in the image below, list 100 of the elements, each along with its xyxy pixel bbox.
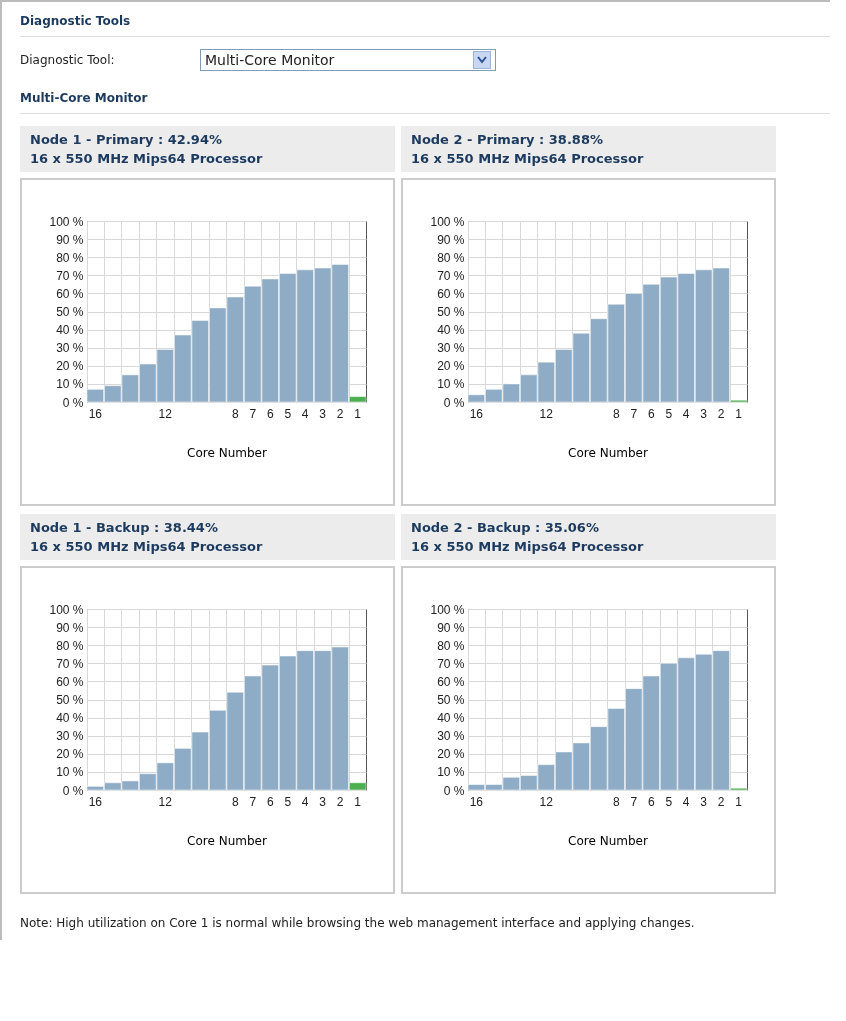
y-tick-label: 40 %	[437, 323, 465, 338]
y-tick-label: 80 %	[56, 638, 84, 653]
dropdown-field: Multi-Core Monitor	[200, 49, 496, 71]
chart-title: Node 2 - Backup : 35.06%	[411, 519, 600, 537]
x-tick-label: 6	[266, 406, 274, 421]
y-tick-label: 100 %	[430, 214, 465, 229]
y-tick-label: 90 %	[437, 232, 465, 247]
x-tick-label: 4	[301, 406, 309, 421]
x-tick-label: 16	[469, 406, 484, 421]
chart-title: Node 1 - Backup : 38.44%	[30, 519, 219, 537]
x-tick-label: 6	[266, 794, 274, 809]
x-tick-label: 3	[319, 406, 327, 421]
y-tick-label: 10 %	[437, 765, 465, 780]
y-tick-label: 10 %	[56, 765, 84, 780]
y-tick-label: 50 %	[437, 305, 465, 319]
text: Diagnostic Tools	[20, 8, 830, 37]
y-tick-label: 80 %	[437, 250, 465, 265]
x-tick-label: 8	[612, 794, 620, 809]
x-tick-label: 5	[665, 406, 673, 421]
y-tick-label: 100 %	[49, 214, 84, 229]
x-tick-label: 12	[158, 406, 173, 421]
y-tick-label: 90 %	[56, 620, 84, 635]
y-tick-label: 20 %	[437, 359, 465, 374]
y-tick-label: 60 %	[56, 674, 84, 689]
x-tick-label: 3	[700, 794, 708, 809]
x-tick-label: 2	[336, 794, 344, 809]
y-tick-label: 30 %	[56, 341, 84, 356]
chart-subtitle: 16 x 550 MHz Mips64 Processor	[411, 538, 645, 556]
y-tick-label: 40 %	[437, 711, 465, 726]
x-tick-label: 4	[682, 406, 690, 421]
y-tick-label: 90 %	[56, 232, 84, 247]
x-tick-label: 12	[539, 406, 554, 421]
y-tick-label: 20 %	[437, 747, 465, 762]
x-tick-label: 4	[682, 794, 690, 809]
y-tick-label: 20 %	[56, 747, 84, 762]
x-tick-label: 3	[700, 406, 708, 421]
x-tick-label: 1	[354, 794, 362, 809]
chart-title: Node 1 - Primary : 42.94%	[30, 131, 223, 149]
x-tick-label: 6	[647, 406, 655, 421]
y-tick-label: 50 %	[437, 693, 465, 707]
y-tick-label: 80 %	[56, 250, 84, 265]
x-tick-label: 5	[284, 406, 292, 421]
x-axis-title: Core Number	[568, 445, 648, 460]
x-tick-label: 1	[354, 406, 362, 421]
x-tick-label: 3	[319, 794, 327, 809]
y-tick-label: 80 %	[437, 638, 465, 653]
y-tick-label: 30 %	[437, 341, 465, 356]
text: Multi-Core Monitor	[20, 85, 830, 114]
y-tick-label: 0 %	[62, 783, 84, 798]
x-tick-label: 16	[88, 406, 103, 421]
x-tick-label: 12	[158, 794, 173, 809]
x-tick-label: 2	[336, 406, 344, 421]
y-tick-label: 10 %	[56, 377, 84, 392]
y-tick-label: 40 %	[56, 711, 84, 726]
x-tick-label: 12	[539, 794, 554, 809]
y-tick-label: 70 %	[56, 656, 84, 671]
x-tick-label: 8	[231, 406, 239, 421]
y-tick-label: 0 %	[443, 783, 465, 798]
x-tick-label: 1	[735, 406, 743, 421]
chart-subtitle: 16 x 550 MHz Mips64 Processor	[411, 150, 645, 168]
x-tick-label: 8	[231, 794, 239, 809]
text: Note: High utilization on Core 1 is normal while browsing the web management interface and applying changes.	[20, 916, 696, 930]
y-tick-label: 100 %	[430, 602, 465, 617]
y-tick-label: 90 %	[437, 620, 465, 635]
text: Diagnostic Tool:	[20, 53, 116, 67]
y-tick-label: 30 %	[437, 729, 465, 744]
y-tick-label: 60 %	[437, 674, 465, 689]
x-tick-label: 5	[665, 794, 673, 809]
x-tick-label: 1	[735, 794, 743, 809]
y-tick-label: 70 %	[437, 656, 465, 671]
y-tick-label: 60 %	[56, 286, 84, 301]
x-axis-title: Core Number	[187, 445, 267, 460]
x-tick-label: 7	[630, 406, 638, 421]
x-tick-label: 8	[612, 406, 620, 421]
y-tick-label: 50 %	[56, 693, 84, 707]
x-tick-label: 4	[301, 794, 309, 809]
chart-subtitle: 16 x 550 MHz Mips64 Processor	[30, 538, 264, 556]
y-tick-label: 40 %	[56, 323, 84, 338]
x-tick-label: 2	[717, 406, 725, 421]
y-tick-label: 0 %	[62, 395, 84, 410]
x-tick-label: 7	[249, 406, 257, 421]
y-tick-label: 0 %	[443, 395, 465, 410]
y-tick-label: 50 %	[56, 305, 84, 319]
x-tick-label: 16	[88, 794, 103, 809]
y-tick-label: 30 %	[56, 729, 84, 744]
y-tick-label: 20 %	[56, 359, 84, 374]
y-tick-label: 70 %	[437, 268, 465, 283]
y-tick-label: 10 %	[437, 377, 465, 392]
y-tick-label: 70 %	[56, 268, 84, 283]
chart-subtitle: 16 x 550 MHz Mips64 Processor	[30, 150, 264, 168]
chart-title: Node 2 - Primary : 38.88%	[411, 131, 604, 149]
x-tick-label: 6	[647, 794, 655, 809]
x-tick-label: 7	[249, 794, 257, 809]
x-tick-label: 16	[469, 794, 484, 809]
x-tick-label: 7	[630, 794, 638, 809]
y-tick-label: 60 %	[437, 286, 465, 301]
y-tick-label: 100 %	[49, 602, 84, 617]
x-tick-label: 2	[717, 794, 725, 809]
x-tick-label: 5	[284, 794, 292, 809]
x-axis-title: Core Number	[568, 833, 648, 848]
